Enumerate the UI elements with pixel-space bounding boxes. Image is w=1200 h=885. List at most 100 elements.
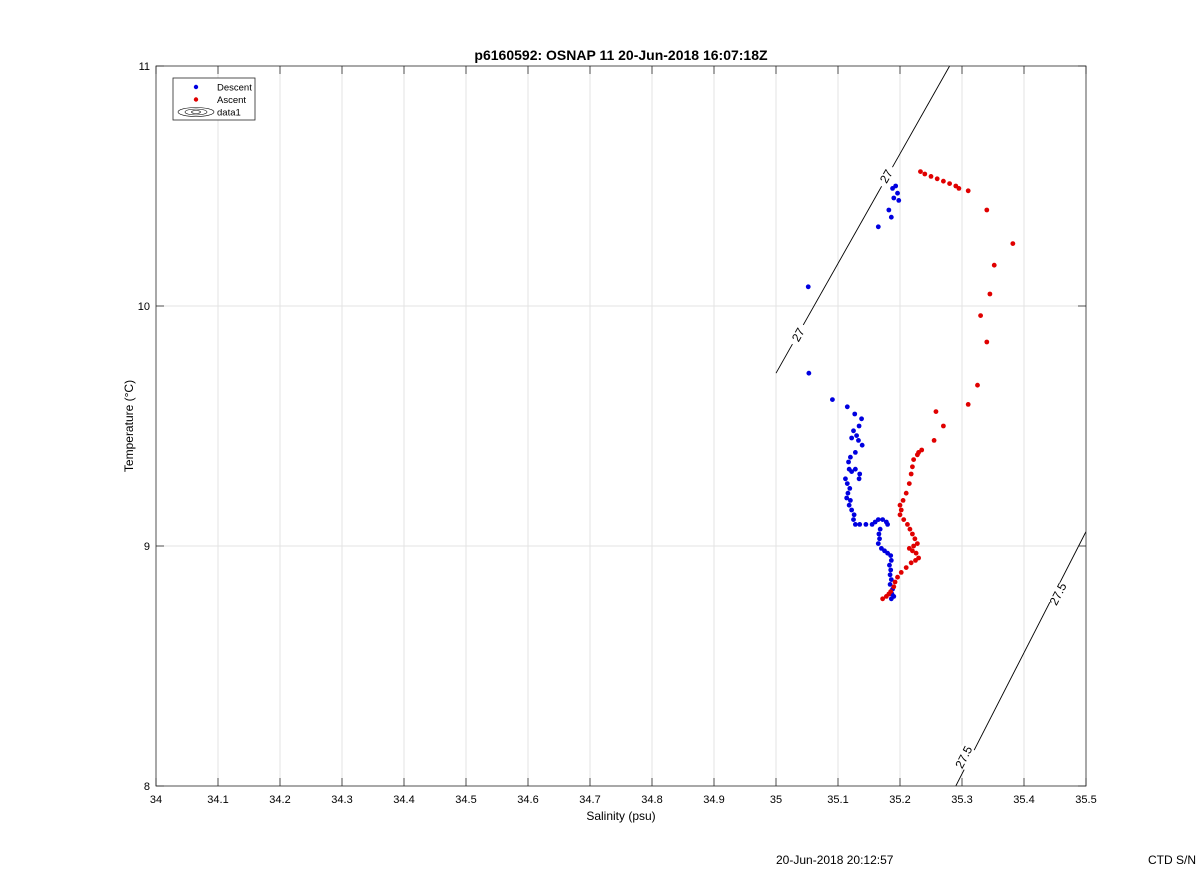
ascent-point [911,457,917,462]
legend-label-data1: data1 [217,108,241,119]
y-tick-label: 9 [144,541,150,553]
descent-point [852,450,858,455]
legend-box [172,77,256,121]
descent-point [851,512,857,518]
descent-point [844,495,850,501]
ascent-point [947,181,952,187]
descent-point [848,454,853,460]
y-axis-label: Temperature (°C) [122,380,136,472]
ascent-point [911,543,917,549]
y-tick-label: 11 [139,61,150,73]
descent-point [863,522,869,527]
descent-point [890,186,895,191]
ascent-point [910,531,915,537]
descent-point [854,433,859,438]
ascent-point [978,313,983,318]
legend-label-ascent: Ascent [217,95,246,106]
ascent-point [965,402,971,407]
descent-point [830,397,835,402]
descent-point [806,370,812,376]
legend-contour-icon-core [191,110,201,114]
ascent-point [888,589,894,594]
ascent-point [897,512,903,518]
isopycnal-line [775,66,950,374]
descent-point [849,435,855,441]
descent-point [877,526,883,532]
x-tick-label: 34.3 [331,794,352,806]
descent-point [846,502,852,508]
ascent-point [941,178,946,184]
x-tick-label: 34.6 [517,794,538,806]
descent-point [856,423,862,429]
isopycnal-label: 27 [789,325,808,344]
isopycnal-label: 27 [877,167,896,186]
ascent-point [898,570,904,575]
descent-point [844,404,850,410]
isopycnal-label-bg [1046,581,1070,607]
ascent-point [901,517,907,522]
legend-contour-icon-inner [184,108,208,116]
ascent-point [984,339,990,345]
ascent-point [907,526,913,532]
descent-point [887,562,892,568]
x-tick-label: 34.8 [641,794,662,806]
legend-contour-icon [177,107,215,117]
x-tick-label: 34.5 [455,794,476,806]
descent-point [875,541,881,546]
descent-point [848,498,853,503]
descent-point [880,517,886,522]
descent-point [852,522,858,527]
y-tick-label: 10 [138,301,150,313]
descent-point [895,190,900,196]
descent-point [887,572,893,578]
ascent-point [931,438,937,443]
descent-point [876,531,882,537]
descent-point [857,471,863,477]
ascent-point [916,555,921,561]
descent-point [859,442,865,448]
descent-point [856,476,862,482]
legend-marker-descent [193,84,199,90]
ascent-point [895,574,900,580]
legend-label-descent: Descent [217,83,252,94]
x-axis-label: Salinity (psu) [586,809,655,823]
ascent-point [908,471,914,477]
descent-point [875,517,881,522]
descent-point [887,582,893,587]
legend-marker-ascent [193,97,199,102]
plot-area [156,66,1086,786]
axes-box [155,65,1087,787]
ascent-point [897,502,903,508]
ascent-point [928,174,934,179]
descent-point [877,536,882,542]
ascent-point [912,536,918,542]
ascent-point [898,507,904,513]
descent-point [875,224,881,230]
descent-point [805,284,811,290]
footer-ctd-serial: CTD S/N [1148,853,1196,867]
footer-timestamp: 20-Jun-2018 20:12:57 [776,853,894,867]
descent-point [844,481,850,486]
ascent-point [892,579,898,585]
descent-point [847,486,853,491]
ascent-point [906,481,912,486]
x-tick-label: 35.4 [1013,794,1034,806]
descent-point [885,522,890,527]
isopycnal-label-bg [952,744,976,771]
descent-point [886,207,892,213]
isopycnal-label-bg [874,163,898,190]
descent-point [852,466,858,472]
ascent-point [891,584,897,590]
descent-point [843,476,848,482]
isopycnal-line [955,531,1086,786]
descent-point [856,438,861,443]
descent-point [888,567,894,573]
ascent-point [906,546,912,551]
descent-point [888,214,894,220]
descent-point [851,428,856,434]
ascent-point [880,596,886,602]
ascent-point [905,522,910,527]
descent-point [896,198,902,203]
